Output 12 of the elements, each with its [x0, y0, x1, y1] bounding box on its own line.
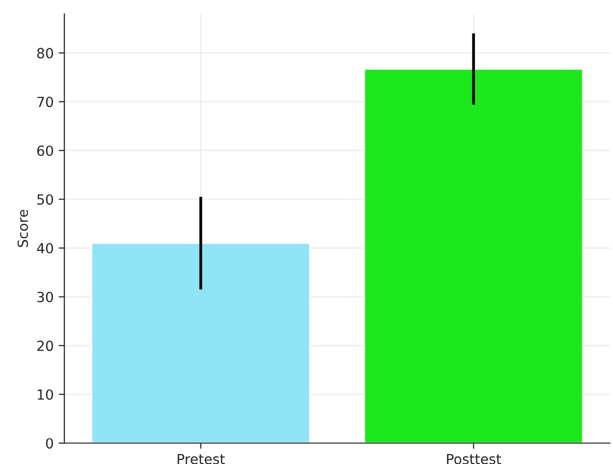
- y-tick-label: 10: [38, 389, 54, 400]
- y-tick-label: 30: [37, 292, 54, 302]
- y-tick-label: 80: [37, 48, 54, 58]
- y-axis-title: Score: [18, 210, 28, 248]
- y-tick-label: 20: [37, 340, 54, 352]
- y-tick-label: 50: [37, 194, 54, 205]
- y-tick-label: 40: [36, 243, 54, 254]
- y-tick-label: 60: [37, 145, 54, 156]
- y-tick-label: 0: [46, 438, 54, 449]
- x-tick-label: Pretest: [178, 454, 225, 464]
- y-tick-label: 70: [37, 96, 54, 108]
- x-tick-label: Posttest: [447, 454, 502, 464]
